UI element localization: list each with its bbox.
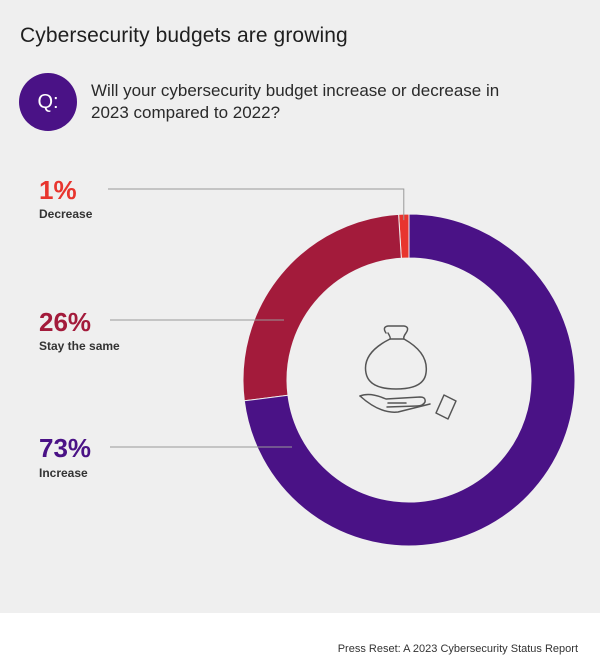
donut-chart [108, 188, 576, 547]
leader-line-decrease [108, 188, 405, 221]
slice-label-increase: Increase [39, 466, 88, 480]
slice-label-decrease-pct: 1% [39, 175, 77, 205]
donut-slice-stay-the-same [242, 213, 402, 402]
slice-label-same: Stay the same [39, 339, 120, 353]
page-title: Cybersecurity budgets are growing [20, 24, 348, 47]
donut-slice-increase [243, 213, 576, 547]
slice-label-increase-pct: 73% [39, 433, 92, 463]
question-badge: Q: [19, 73, 77, 131]
slice-label-decrease: Decrease [39, 207, 93, 221]
slice-label-same-pct: 26% [39, 307, 92, 337]
source-note: Press Reset: A 2023 Cybersecurity Status… [337, 643, 578, 655]
question-text: Will your cybersecurity budget increase … [91, 81, 500, 122]
money-bag-in-hand-icon [359, 325, 457, 420]
